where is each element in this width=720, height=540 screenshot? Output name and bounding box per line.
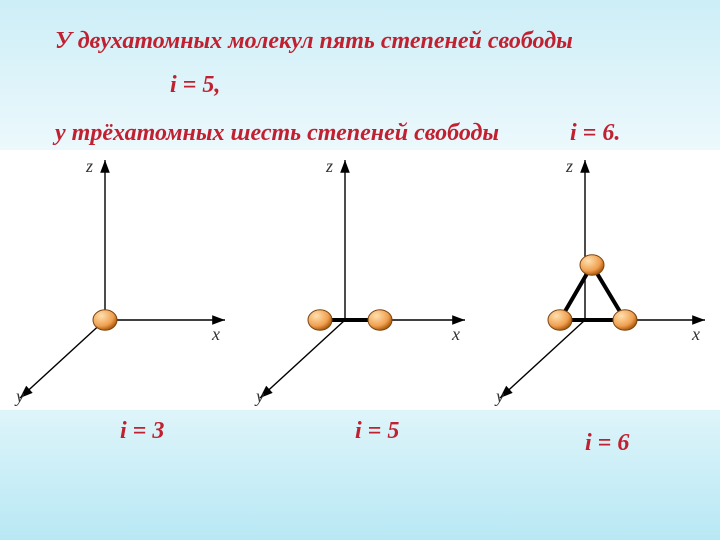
svg-text:y: y bbox=[494, 386, 504, 406]
caption-i3: i = 3 bbox=[120, 418, 164, 445]
equation-i5: i = 5, bbox=[170, 72, 220, 99]
svg-text:y: y bbox=[254, 386, 264, 406]
equation-i6: i = 6. bbox=[570, 120, 620, 147]
diagram-monoatomic: z x y bbox=[10, 150, 240, 410]
diagram-area: z x y z x y z x y bbox=[0, 150, 720, 410]
diagram-triatomic: z x y bbox=[490, 150, 720, 410]
svg-text:x: x bbox=[691, 324, 700, 344]
svg-text:x: x bbox=[451, 324, 460, 344]
caption-i6: i = 6 bbox=[585, 430, 629, 457]
heading-triatomic: у трёхатомных шесть степеней свободы bbox=[55, 120, 499, 147]
heading-diatomic: У двухатомных молекул пять степеней своб… bbox=[55, 28, 573, 55]
diagram-diatomic: z x y bbox=[250, 150, 480, 410]
svg-text:z: z bbox=[565, 156, 573, 176]
caption-i5: i = 5 bbox=[355, 418, 399, 445]
svg-text:z: z bbox=[325, 156, 333, 176]
svg-text:y: y bbox=[14, 386, 24, 406]
svg-text:z: z bbox=[85, 156, 93, 176]
svg-text:x: x bbox=[211, 324, 220, 344]
